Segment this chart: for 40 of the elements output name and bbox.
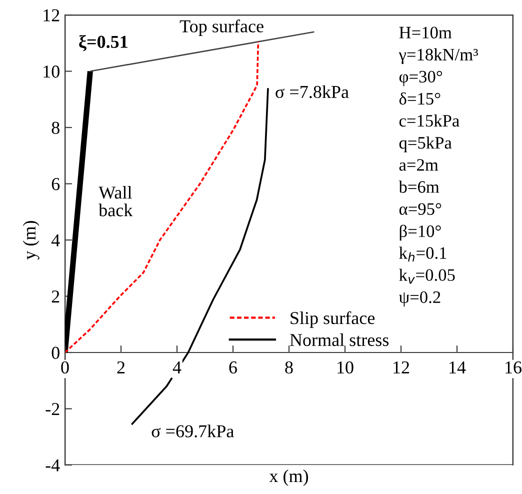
x-axis-title: x (m) [269, 470, 308, 486]
annotation: k$_{h}$=0.1 [399, 246, 446, 262]
x-tick-label: 6 [229, 361, 237, 374]
annotation: c=15kPa [399, 114, 460, 127]
annotation: α=95° [399, 203, 442, 215]
x-tick-label: 10 [338, 361, 354, 374]
y-tick-label: 8 [52, 122, 60, 134]
annotation: Top surface [180, 20, 264, 36]
y-tick-label: -2 [46, 403, 60, 416]
annotation: β=10° [400, 224, 441, 241]
x-tick-label: 14 [450, 361, 466, 374]
annotation: Wall back [98, 186, 133, 216]
x-tick-label: 12 [394, 361, 410, 374]
y-tick-label: 10 [44, 66, 60, 78]
annotation: σ =69.7kPa [152, 424, 234, 438]
annotation: γ=18kN/m³ [398, 48, 478, 64]
y-tick-label: 0 [52, 346, 60, 359]
y-tick-label: 4 [51, 234, 60, 246]
x-tick-label: 4 [172, 361, 182, 374]
y-tick-label: 2 [52, 290, 60, 303]
annotation: a=2m [399, 159, 438, 171]
x-tick-label: 2 [117, 361, 125, 374]
y-tick-label: -4 [46, 459, 60, 472]
y-tick-label: 6 [52, 178, 60, 190]
legend-label: Slip surface [290, 311, 375, 328]
annotation: k$_{v}$=0.05 [399, 268, 455, 284]
x-tick-label: 8 [285, 361, 293, 374]
annotation: q=5kPa [399, 136, 452, 152]
annotation: ψ=0.2 [398, 291, 440, 307]
x-tick-label: 0 [61, 361, 69, 374]
x-tick-label: 16 [506, 361, 522, 374]
legend-label: Normal stress [290, 333, 389, 346]
annotation: δ=15° [399, 92, 440, 105]
annotation: σ =7.8kPa [276, 85, 349, 98]
annotation: b=6m [398, 180, 440, 193]
y-tick-label: 12 [44, 9, 60, 22]
annotation: ξ=0.51 [79, 35, 128, 52]
y-axis-title: y (m) [22, 220, 40, 260]
annotation: H=10m [399, 26, 452, 38]
annotation: φ=30° [399, 70, 442, 86]
